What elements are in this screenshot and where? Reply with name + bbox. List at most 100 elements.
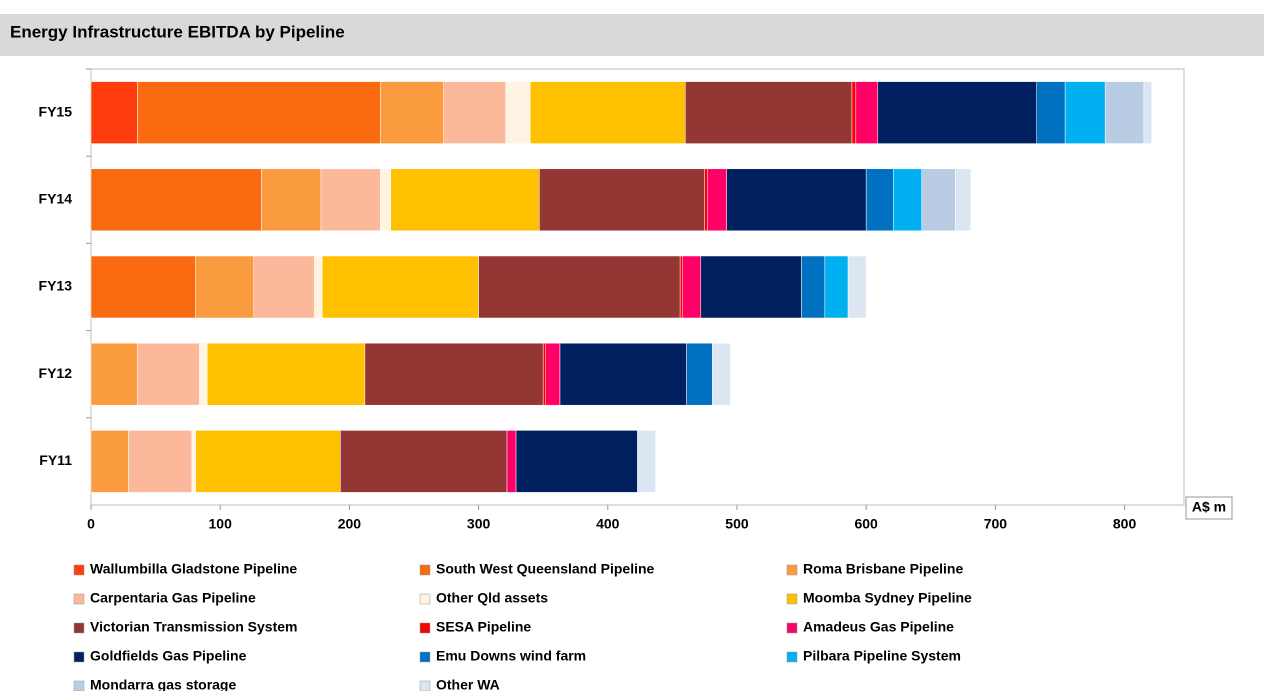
bar-segment xyxy=(530,81,686,144)
legend-label: Pilbara Pipeline System xyxy=(803,648,961,664)
bar-segment xyxy=(955,168,972,232)
bar-segment xyxy=(877,81,1037,144)
bar-segment xyxy=(128,430,193,493)
y-tick-label: FY11 xyxy=(39,452,72,468)
bar-segment xyxy=(726,168,867,232)
bar-segment xyxy=(855,81,879,144)
bar-segment xyxy=(1104,81,1145,144)
x-tick-label: 100 xyxy=(209,516,233,532)
legend-label: Mondarra gas storage xyxy=(90,677,236,691)
legend-swatch xyxy=(73,564,85,576)
bar-segment xyxy=(824,255,849,319)
legend-label: Victorian Transmission System xyxy=(90,619,298,635)
bar-segment xyxy=(505,81,531,144)
bar-segment xyxy=(712,342,731,406)
x-tick-label: 400 xyxy=(596,516,620,532)
bar-segment xyxy=(90,430,129,493)
bar-segment xyxy=(90,255,196,319)
bar-segment xyxy=(314,255,323,319)
bar-segment xyxy=(390,168,540,232)
unit-box xyxy=(1185,496,1233,520)
bar-segment xyxy=(478,255,681,319)
legend-swatch xyxy=(419,622,431,634)
x-tick-label: 500 xyxy=(725,516,749,532)
bar-segment xyxy=(851,81,857,144)
bar-segment xyxy=(90,81,138,144)
legend-label: Emu Downs wind farm xyxy=(436,648,586,664)
bar-segment xyxy=(539,168,705,232)
legend-swatch xyxy=(73,651,85,663)
bar-segment xyxy=(90,342,138,406)
x-tick-label: 700 xyxy=(984,516,1008,532)
legend-label: Other Qld assets xyxy=(436,590,548,606)
legend-label: Moomba Sydney Pipeline xyxy=(803,590,972,606)
y-tick-label: FY13 xyxy=(39,278,73,294)
y-tick-label: FY12 xyxy=(39,365,73,381)
legend-swatch xyxy=(73,680,85,692)
bar-segment xyxy=(253,255,315,319)
bar-segment xyxy=(199,342,208,406)
y-tick-label: FY15 xyxy=(39,103,73,119)
legend-swatch xyxy=(786,622,798,634)
title-band xyxy=(0,14,1264,56)
bar-segment xyxy=(545,342,561,406)
bar-segment xyxy=(801,255,826,319)
x-tick-label: 600 xyxy=(854,516,878,532)
x-tick-label: 200 xyxy=(338,516,362,532)
x-tick-label: 300 xyxy=(467,516,491,532)
bar-segment xyxy=(542,342,547,406)
legend-swatch xyxy=(419,564,431,576)
x-tick-label: 0 xyxy=(87,516,95,532)
legend-swatch xyxy=(419,651,431,663)
bar-segment xyxy=(90,168,262,232)
bar-segment xyxy=(559,342,687,406)
legend-label: Carpentaria Gas Pipeline xyxy=(90,590,256,606)
legend-swatch xyxy=(786,593,798,605)
legend-label: Goldfields Gas Pipeline xyxy=(90,648,247,664)
bar-segment xyxy=(682,255,702,319)
bar-segment xyxy=(320,168,381,232)
bar-segment xyxy=(893,168,922,232)
bar-segment xyxy=(137,81,381,144)
bar-segment xyxy=(686,342,713,406)
x-axis-label: A$ m xyxy=(1192,499,1226,515)
legend-label: Amadeus Gas Pipeline xyxy=(803,619,954,635)
bar-segment xyxy=(207,342,366,406)
bar-segment xyxy=(506,430,517,493)
legend-label: Wallumbilla Gladstone Pipeline xyxy=(90,561,297,577)
bar-segment xyxy=(704,168,708,232)
bar-segment xyxy=(191,430,196,493)
legend-swatch xyxy=(419,593,431,605)
bar-segment xyxy=(364,342,544,406)
bar-segment xyxy=(322,255,479,319)
legend-label: South West Queensland Pipeline xyxy=(436,561,655,577)
bar-segment xyxy=(1036,81,1066,144)
bar-segment xyxy=(137,342,200,406)
bar-segment xyxy=(515,430,638,493)
legend-label: Roma Brisbane Pipeline xyxy=(803,561,963,577)
x-tick-label: 800 xyxy=(1113,516,1137,532)
bar-segment xyxy=(340,430,508,493)
y-tick-label: FY14 xyxy=(39,191,73,207)
legend-swatch xyxy=(419,680,431,692)
bar-segment xyxy=(1064,81,1106,144)
legend-swatch xyxy=(786,564,798,576)
bar-segment xyxy=(380,168,391,232)
legend-swatch xyxy=(73,622,85,634)
legend-label: Other WA xyxy=(436,677,500,691)
bar-segment xyxy=(707,168,727,232)
bar-segment xyxy=(865,168,894,232)
bar-segment xyxy=(195,430,341,493)
legend-swatch xyxy=(786,651,798,663)
chart-title: Energy Infrastructure EBITDA by Pipeline xyxy=(10,22,345,41)
bar-segment xyxy=(679,255,683,319)
bar-segment xyxy=(261,168,322,232)
bar-segment xyxy=(443,81,506,144)
bar-segment xyxy=(195,255,255,319)
bar-segment xyxy=(700,255,802,319)
legend-swatch xyxy=(73,593,85,605)
bar-segment xyxy=(847,255,867,319)
legend-label: SESA Pipeline xyxy=(436,619,531,635)
